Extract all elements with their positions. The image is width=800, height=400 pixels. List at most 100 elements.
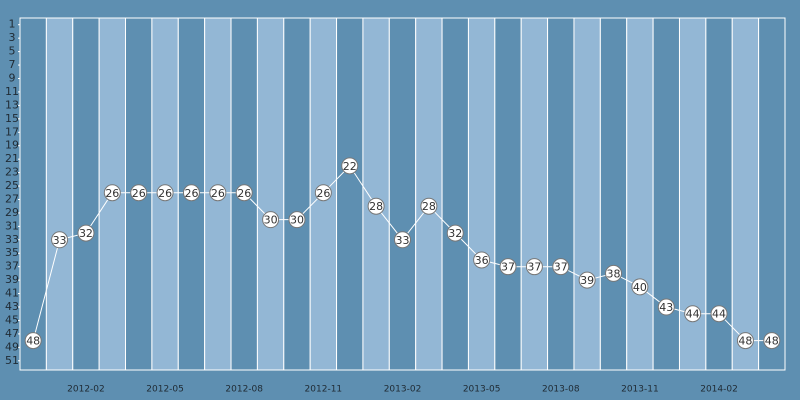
point (605, 264, 623, 282)
column-band (494, 17, 522, 371)
column-band (45, 17, 74, 371)
y-tick-label: 11 (5, 85, 19, 98)
x-tick-label: 2013-02 (384, 385, 422, 395)
y-tick-label: 15 (5, 112, 19, 125)
column-band (415, 17, 443, 371)
y-tick-label: 49 (5, 340, 19, 353)
column-band (758, 17, 786, 371)
point (130, 184, 148, 202)
point (288, 211, 306, 229)
data-label: 26 (237, 187, 251, 200)
y-tick-label: 7 (9, 58, 16, 71)
data-label: 44 (712, 308, 726, 321)
data-label: 26 (105, 187, 119, 200)
column-band (599, 17, 628, 371)
data-label: 30 (290, 214, 304, 227)
y-tick-label: 47 (5, 327, 19, 340)
data-label: 48 (26, 335, 40, 348)
y-tick-label: 13 (5, 98, 19, 111)
y-tick-label: 33 (5, 233, 19, 246)
column-band (362, 17, 390, 371)
point (657, 298, 675, 316)
point (341, 157, 359, 175)
y-tick-label: 25 (5, 179, 19, 192)
point (103, 184, 121, 202)
y-tick-label: 51 (5, 354, 19, 367)
y-tick-label: 35 (5, 246, 19, 259)
data-label: 36 (475, 254, 489, 267)
data-label: 26 (316, 187, 330, 200)
x-tick-label: 2013-05 (463, 385, 501, 395)
data-label: 26 (211, 187, 225, 200)
y-tick-label: 39 (5, 273, 19, 286)
column-band (72, 17, 100, 371)
y-tick-label: 21 (5, 152, 19, 165)
column-band (388, 17, 417, 371)
point (51, 231, 69, 249)
data-label: 37 (501, 261, 515, 274)
y-tick-label: 17 (5, 125, 19, 138)
x-tick-label: 2012-08 (225, 385, 263, 395)
x-tick-label: 2012-02 (67, 385, 105, 395)
column-band (283, 17, 311, 371)
x-tick-label: 2013-11 (621, 385, 659, 395)
data-label: 38 (607, 267, 621, 280)
data-label: 30 (264, 214, 278, 227)
data-label: 44 (686, 308, 700, 321)
y-tick-label: 45 (5, 313, 19, 326)
point (77, 224, 95, 242)
data-label: 28 (422, 200, 436, 213)
data-label: 37 (527, 261, 541, 274)
column-band (19, 17, 47, 371)
y-tick-label: 43 (5, 300, 19, 313)
data-label: 39 (580, 274, 594, 287)
data-label: 43 (659, 301, 673, 314)
point (24, 332, 42, 350)
point (446, 224, 464, 242)
x-tick-label: 2013-08 (542, 385, 580, 395)
data-label: 40 (633, 281, 647, 294)
column-band (547, 17, 575, 371)
point (499, 258, 517, 276)
y-tick-label: 41 (5, 287, 19, 300)
column-band (336, 17, 364, 371)
data-label: 26 (132, 187, 146, 200)
x-tick-label: 2012-05 (146, 385, 184, 395)
column-band (573, 17, 601, 371)
point (525, 258, 543, 276)
y-tick-label: 31 (5, 219, 19, 232)
point (420, 197, 438, 215)
point (763, 332, 781, 350)
point (552, 258, 570, 276)
point (262, 211, 280, 229)
column-band (652, 17, 680, 371)
y-tick-label: 37 (5, 260, 19, 273)
data-label: 33 (53, 234, 67, 247)
point (156, 184, 174, 202)
y-tick-label: 9 (9, 71, 16, 84)
column-band (731, 17, 760, 371)
data-label: 48 (765, 335, 779, 348)
y-tick-label: 3 (9, 31, 16, 44)
column-band (626, 17, 654, 371)
column-band (520, 17, 549, 371)
x-tick-label: 2014-02 (700, 385, 738, 395)
y-tick-label: 19 (5, 139, 19, 152)
point (209, 184, 227, 202)
data-label: 32 (448, 227, 462, 240)
y-tick-label: 1 (9, 18, 16, 31)
data-label: 26 (184, 187, 198, 200)
x-tick-label: 2012-11 (305, 385, 343, 395)
column-band (441, 17, 469, 371)
point (235, 184, 253, 202)
point (473, 251, 491, 269)
point (578, 271, 596, 289)
data-label: 22 (343, 160, 357, 173)
y-tick-label: 23 (5, 166, 19, 179)
point (684, 305, 702, 323)
point (710, 305, 728, 323)
data-label: 48 (738, 335, 752, 348)
data-label: 28 (369, 200, 383, 213)
point (631, 278, 649, 296)
